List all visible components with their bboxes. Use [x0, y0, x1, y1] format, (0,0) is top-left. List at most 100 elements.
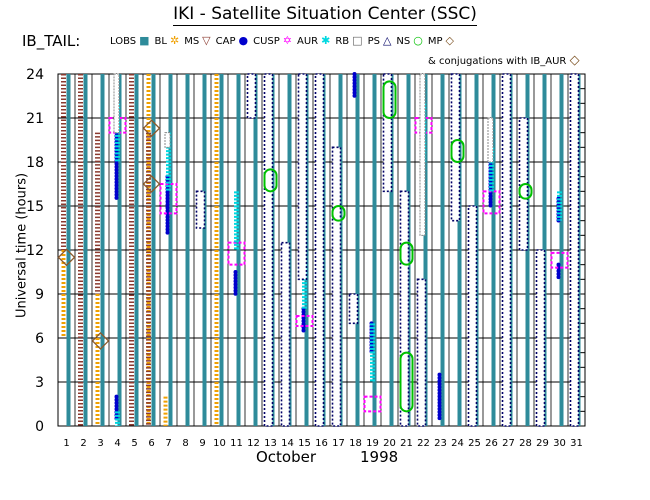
x-tick-label: 18: [349, 438, 362, 449]
y-tick-label: 24: [26, 67, 44, 83]
series-ps-segment: [501, 73, 512, 427]
series-ns-segment: [382, 80, 397, 120]
x-tick-label: 16: [315, 438, 328, 449]
x-tick-label: 4: [114, 438, 120, 449]
x-tick-label: 25: [468, 438, 481, 449]
series-lobs-segment: [117, 74, 122, 426]
series-ps-segment: [195, 190, 206, 229]
series-lobs-segment: [168, 74, 173, 426]
star-icon: ✲: [169, 34, 180, 47]
series-lobs-segment: [457, 74, 462, 426]
series-ns-segment: [450, 139, 465, 163]
series-cusp-segment: [227, 241, 246, 266]
series-ns-segment: [331, 205, 346, 222]
conjugation-diamond: [91, 332, 110, 350]
series-ps-segment: [450, 73, 461, 222]
series-ps-segment: [297, 73, 308, 281]
legend-label-ps: PS: [367, 36, 380, 47]
x-axis-month-label: October: [256, 448, 317, 466]
x-tick-label: 27: [502, 438, 515, 449]
x-tick-label: 13: [264, 438, 277, 449]
x-tick-label: 3: [97, 438, 103, 449]
x-tick-label: 14: [281, 438, 294, 449]
star-of-david-icon: ✡: [282, 34, 293, 47]
y-tick-label: 0: [35, 419, 44, 435]
conjugation-diamond: [142, 119, 161, 138]
series-lobs-segment: [440, 74, 445, 426]
chart-title: IKI - Satellite Situation Center (SSC): [173, 4, 477, 26]
series-ns-segment: [263, 168, 278, 193]
circle-open-icon: ○: [413, 34, 423, 47]
series-cusp-segment: [295, 315, 314, 327]
y-tick-label: 18: [26, 155, 44, 171]
y-tick-label: 15: [26, 199, 44, 215]
x-tick-label: 19: [366, 438, 379, 449]
series-lobs-segment: [219, 74, 224, 426]
legend-label-cusp: CUSP: [253, 36, 280, 47]
dot-icon: ●: [238, 34, 249, 47]
x-tick-label: 30: [553, 438, 566, 449]
series-ps-segment: [348, 293, 359, 325]
series-lobs-segment: [372, 74, 377, 426]
series-ps-segment: [246, 73, 257, 119]
x-tick-label: 7: [165, 438, 171, 449]
series-lobs-segment: [134, 74, 139, 426]
y-tick-label: 9: [35, 287, 44, 303]
series-lobs-segment: [253, 74, 258, 426]
y-tick-label: 21: [26, 111, 44, 127]
x-tick-label: 17: [332, 438, 345, 449]
series-lobs-segment: [100, 74, 105, 426]
x-tick-label: 8: [182, 438, 188, 449]
series-ns-segment: [399, 241, 414, 266]
series-ps-segment: [416, 278, 427, 427]
series-lobs-segment: [355, 74, 360, 426]
series-lobs-segment: [236, 74, 241, 426]
x-tick-label: 11: [230, 438, 243, 449]
series-lobs-segment: [491, 74, 496, 426]
x-tick-label: 29: [536, 438, 549, 449]
series-rb-segment: [487, 117, 494, 163]
series-ns-segment: [518, 183, 533, 200]
x-tick-label: 20: [383, 438, 396, 449]
series-rb-segment: [113, 73, 120, 134]
x-tick-label: 28: [519, 438, 532, 449]
series-lobs-segment: [151, 74, 156, 426]
series-lobs-segment: [559, 74, 564, 426]
x-tick-label: 2: [80, 438, 86, 449]
series-rb-segment: [164, 132, 171, 148]
series-lobs-segment: [202, 74, 207, 426]
asterisk-icon: ✱: [321, 34, 331, 47]
legend-label-ns: NS: [396, 36, 411, 47]
y-tick-label: 3: [35, 375, 44, 391]
series-rb-segment: [419, 73, 426, 236]
legend-label-lobs: LOBS: [110, 36, 137, 47]
series-lobs-segment: [389, 74, 394, 426]
x-tick-label: 12: [247, 438, 260, 449]
diamond-icon: ◇: [569, 53, 580, 68]
triangle-down-icon: ▽: [202, 34, 211, 47]
x-tick-label: 6: [148, 438, 154, 449]
legend-label-bl: BL: [154, 36, 167, 47]
series-ns-segment: [399, 351, 414, 413]
legend-label-mp: MP: [427, 36, 443, 47]
series-ps-segment: [467, 205, 478, 427]
series-cusp-segment: [550, 251, 569, 269]
x-tick-label: 9: [199, 438, 205, 449]
x-tick-label: 26: [485, 438, 498, 449]
series-lobs-segment: [423, 74, 428, 426]
legend: LOBS ■ BL ✲ MS ▽ CAP ● CUSP ✡ AUR ✱ RB □ PS △ NS ○ MP ◇: [110, 34, 459, 47]
x-tick-label: 22: [417, 438, 430, 449]
y-tick-label: 6: [35, 331, 44, 347]
legend-label-rb: RB: [335, 36, 350, 47]
conjugation-diamond: [142, 175, 161, 193]
series-ps-segment: [399, 190, 410, 427]
x-tick-label: 23: [434, 438, 447, 449]
series-lobs-segment: [185, 74, 190, 426]
x-tick-label: 15: [298, 438, 311, 449]
conjugation-note: & conjugations with IB_AUR ◇: [428, 53, 580, 68]
x-tick-label: 5: [131, 438, 137, 449]
series-ps-segment: [569, 73, 580, 427]
series-ps-segment: [314, 73, 325, 427]
x-tick-label: 31: [570, 438, 583, 449]
series-cusp-segment: [159, 183, 178, 215]
